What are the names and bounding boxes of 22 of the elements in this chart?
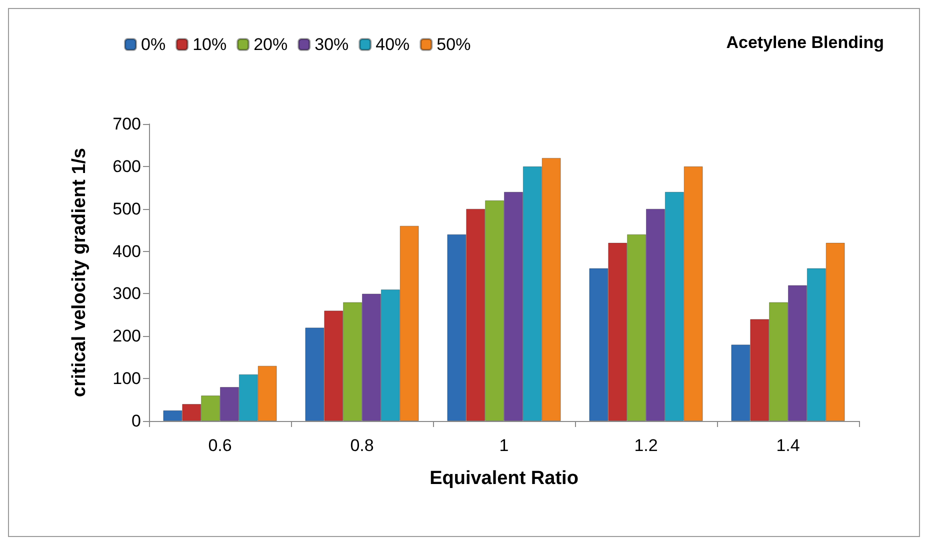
y-tick-label: 700 bbox=[112, 114, 141, 134]
legend-title: Acetylene Blending bbox=[726, 33, 884, 52]
legend-label: 50% bbox=[436, 35, 471, 54]
x-tick-label: 1.4 bbox=[776, 436, 800, 455]
y-tick-label: 600 bbox=[112, 156, 141, 176]
y-axis-title: critical velocity gradient 1/s bbox=[69, 148, 90, 398]
legend-label: 30% bbox=[314, 35, 349, 54]
y-tick-label: 500 bbox=[112, 199, 141, 218]
y-tick-label: 400 bbox=[112, 242, 141, 261]
x-axis-title: Equivalent Ratio bbox=[430, 468, 578, 489]
y-tick-label: 300 bbox=[112, 284, 141, 304]
legend-label: 20% bbox=[254, 35, 288, 54]
legend-label: 10% bbox=[192, 35, 227, 54]
x-tick-label: 1 bbox=[499, 436, 509, 455]
x-tick-label: 0.6 bbox=[208, 436, 232, 455]
legend-label: 0% bbox=[141, 35, 166, 54]
legend-label: 40% bbox=[376, 35, 410, 54]
y-tick-label: 200 bbox=[112, 326, 141, 346]
x-tick-label: 0.8 bbox=[350, 436, 374, 455]
x-tick-label: 1.2 bbox=[634, 436, 658, 455]
y-tick-label: 100 bbox=[112, 369, 141, 388]
y-tick-label: 0 bbox=[132, 412, 141, 430]
